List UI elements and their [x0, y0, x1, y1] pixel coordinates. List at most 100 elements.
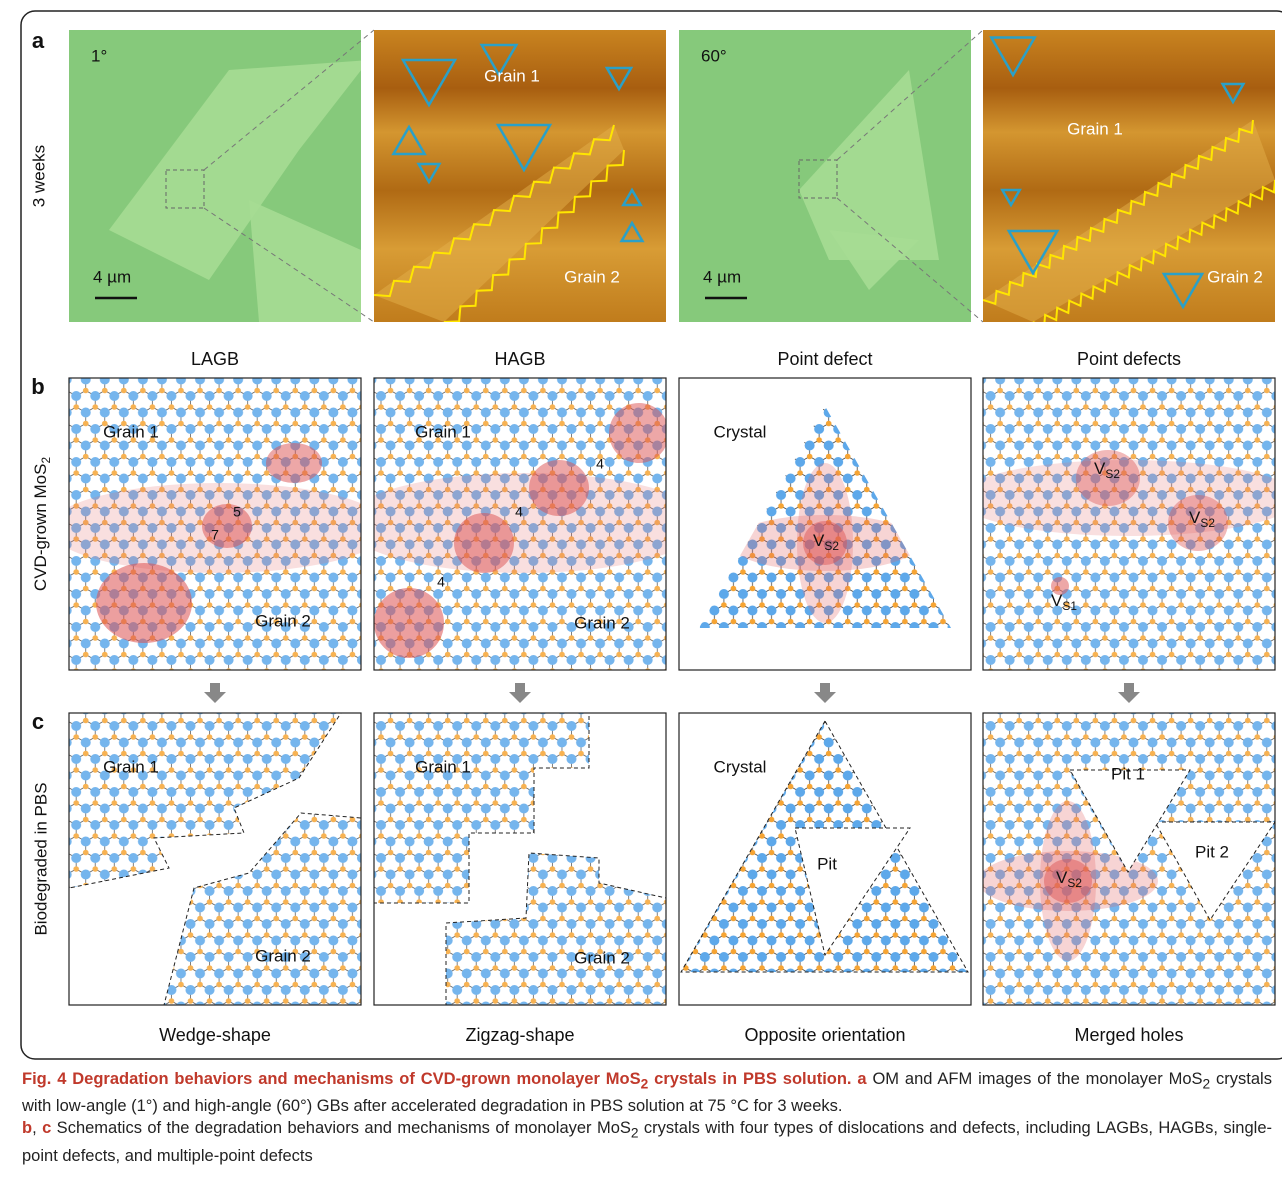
angle-label: 60°	[701, 46, 727, 65]
grain-label: Grain 1	[484, 66, 540, 85]
pit	[1154, 821, 1275, 921]
zoom-line	[836, 197, 984, 323]
panel-label: a	[32, 28, 45, 53]
pit	[794, 827, 911, 957]
scheme-border	[68, 377, 362, 671]
scheme-border	[373, 712, 667, 1006]
scheme-label: VS2	[1189, 508, 1215, 530]
scheme-border	[68, 712, 362, 1006]
scheme-label: 4	[437, 574, 445, 590]
zoom-line	[836, 29, 984, 161]
afm-image	[374, 30, 666, 322]
label-sub: S2	[1067, 876, 1082, 890]
scheme	[679, 378, 971, 670]
caption-run: crystals with low-angle (1°) and high-an…	[22, 1070, 1272, 1116]
scheme-label: 7	[211, 527, 219, 543]
bottom-label: Wedge-shape	[159, 1025, 271, 1045]
caption-run: ,	[32, 1119, 43, 1138]
column-header: Point defects	[1077, 349, 1181, 369]
caption-run: c	[42, 1119, 52, 1138]
scale-label: 4 µm	[703, 267, 741, 286]
scheme-border	[678, 712, 972, 1006]
caption-run: OM and AFM images of the monolayer MoS	[866, 1070, 1203, 1088]
flake	[799, 70, 939, 260]
etch-pit	[1220, 82, 1246, 105]
scheme-label: 4	[596, 456, 604, 472]
scheme-label: Grain 2	[255, 611, 311, 630]
frame	[20, 10, 1282, 1060]
label-sub: 2	[39, 457, 53, 464]
scheme-label: Grain 2	[574, 613, 630, 632]
scheme	[69, 713, 361, 1005]
scheme-label: Grain 2	[255, 946, 311, 965]
row-label: 3 weeks	[29, 145, 48, 207]
arrow	[509, 683, 531, 703]
arrow	[204, 683, 226, 703]
label-main: V	[813, 531, 825, 550]
scheme-label: Grain 1	[103, 422, 159, 441]
scheme	[374, 378, 666, 670]
flake	[249, 200, 361, 322]
scheme-label: Grain 1	[415, 757, 471, 776]
scheme-label: 4	[515, 504, 523, 520]
etch-pit	[619, 220, 645, 243]
afm-image	[983, 30, 1275, 322]
defect-region	[983, 851, 1158, 911]
afm-band	[374, 125, 624, 322]
grain-boundary	[983, 119, 1254, 306]
etch-pit	[1000, 188, 1022, 208]
caption-run: 2	[1202, 1076, 1211, 1092]
caption-paragraph: b, c Schematics of the degradation behav…	[22, 1117, 1272, 1166]
scheme-label: Pit 2	[1195, 842, 1229, 861]
defect-region	[1051, 577, 1069, 595]
defect-region	[730, 515, 920, 571]
defect-region	[797, 463, 853, 623]
pit	[1069, 769, 1191, 873]
grain-label: Grain 2	[1207, 267, 1263, 286]
scheme-label: VS2	[1094, 459, 1120, 481]
figure: a 3 weeks 1° 4 µm 60° 4 µm Grain 1 Grain 2 Grain…	[20, 10, 1282, 1060]
lattice	[983, 378, 1275, 670]
defect-region	[266, 443, 322, 483]
label-sub: S1	[1062, 599, 1077, 613]
scheme-border	[982, 712, 1276, 1006]
scheme-label: VS2	[813, 531, 839, 553]
scheme-label: VS2	[1056, 868, 1082, 890]
scheme-border	[373, 377, 667, 671]
etch-pit	[495, 123, 553, 173]
flake	[109, 60, 361, 280]
grain-label: Grain 2	[564, 267, 620, 286]
etch-pit	[604, 66, 634, 92]
defect-region	[454, 513, 514, 573]
column-header: LAGB	[191, 349, 239, 369]
scheme-label: Crystal	[714, 757, 767, 776]
scheme	[374, 713, 666, 1005]
arrow	[814, 683, 836, 703]
scale-label: 4 µm	[93, 267, 131, 286]
scheme	[983, 713, 1275, 1005]
caption: Fig. 4 Degradation behaviors and mechani…	[22, 1068, 1272, 1167]
grain-boundary	[374, 124, 615, 298]
zoom-box	[165, 169, 205, 209]
defect-region	[1076, 450, 1140, 506]
grain-label: Grain 1	[1067, 119, 1123, 138]
defect-region	[983, 460, 1275, 536]
zoom-line	[203, 207, 375, 323]
afm-band	[983, 120, 1275, 322]
defect-region	[1040, 801, 1096, 961]
defect-region	[1168, 495, 1228, 551]
bottom-label: Zigzag-shape	[465, 1025, 574, 1045]
caption-run: Fig. 4 Degradation behaviors and mechani…	[22, 1070, 641, 1088]
etch-pit	[989, 36, 1037, 78]
caption-run: 2	[640, 1076, 649, 1092]
pit	[69, 713, 361, 1005]
scheme	[69, 378, 361, 670]
defect-region	[529, 460, 589, 516]
etch-pit	[416, 162, 442, 185]
om-image	[679, 30, 971, 322]
caption-run: Schematics of the degradation behaviors …	[51, 1119, 631, 1138]
label-main: CVD-grown MoS	[31, 464, 50, 592]
zoom-line	[203, 29, 375, 171]
scheme-label: Pit	[817, 854, 837, 873]
